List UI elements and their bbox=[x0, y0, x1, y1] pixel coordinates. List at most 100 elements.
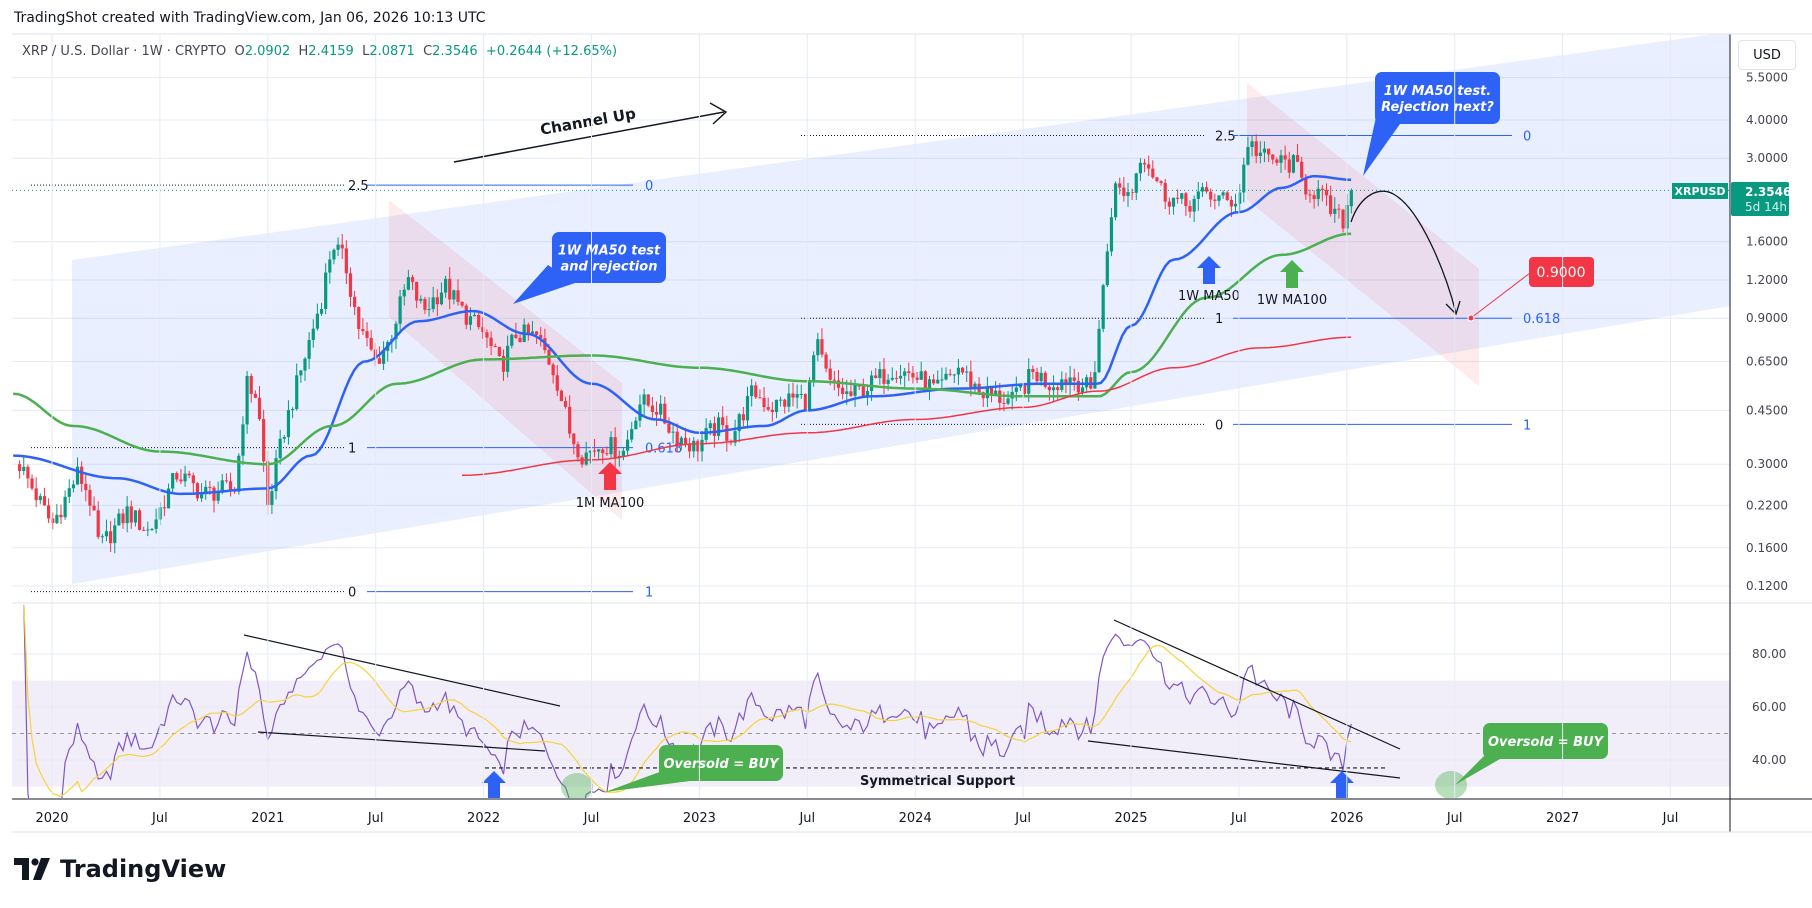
candle-body bbox=[42, 496, 47, 506]
candle-body bbox=[257, 397, 262, 420]
candle-body bbox=[551, 364, 555, 376]
candle-body bbox=[216, 492, 220, 501]
candle-body bbox=[295, 375, 299, 410]
mma100-support-label: 1M MA100 bbox=[576, 496, 645, 511]
candle-body bbox=[940, 379, 944, 381]
candle-body bbox=[415, 281, 419, 301]
candle-body bbox=[766, 407, 770, 410]
time-axis-label: 2027 bbox=[1546, 811, 1579, 826]
candle-body bbox=[576, 444, 580, 458]
ma50-support-label: 1W MA50 bbox=[1178, 289, 1240, 304]
candle-body bbox=[464, 305, 468, 325]
channel-up-arrow-head bbox=[709, 102, 728, 125]
projection-arrow-head bbox=[1445, 300, 1461, 316]
candle-body bbox=[828, 368, 832, 380]
symbol-name[interactable]: XRP / U.S. Dollar · 1W · CRYPTO bbox=[22, 44, 227, 59]
candle-body bbox=[1051, 387, 1056, 391]
candle-body bbox=[514, 334, 518, 338]
fib-left-label-right: 0 bbox=[645, 179, 653, 194]
tradingview-logo[interactable]: TradingView bbox=[14, 855, 226, 883]
candle-body bbox=[26, 466, 30, 479]
candle-body bbox=[369, 337, 373, 350]
price-axis-label: 4.0000 bbox=[1746, 113, 1788, 127]
candle-body bbox=[324, 272, 328, 310]
candle-body bbox=[1039, 372, 1043, 382]
candle-body bbox=[675, 431, 679, 445]
currency-button[interactable]: USD bbox=[1738, 40, 1796, 70]
candle-body bbox=[787, 393, 791, 407]
rsi-trendline bbox=[1087, 740, 1401, 779]
candle-body bbox=[754, 385, 758, 398]
candle-body bbox=[1254, 141, 1258, 157]
candle-body bbox=[770, 409, 774, 412]
candle-body bbox=[936, 379, 940, 384]
candle-body bbox=[1076, 380, 1080, 393]
rsi-buy-2022-up-arrow-icon bbox=[482, 771, 506, 798]
candle-body bbox=[572, 433, 576, 445]
candle-body bbox=[559, 390, 564, 402]
candle-body bbox=[448, 278, 452, 300]
candle-body bbox=[171, 473, 175, 489]
candle-body bbox=[952, 374, 956, 376]
candle-body bbox=[725, 425, 729, 441]
candle-body bbox=[1320, 188, 1324, 190]
candle-body bbox=[444, 278, 448, 293]
high-label: H bbox=[298, 44, 309, 59]
symbol-tag: XRPUSD bbox=[1675, 185, 1726, 198]
candle-body bbox=[812, 355, 816, 381]
candle-body bbox=[208, 486, 212, 488]
candle-body bbox=[245, 375, 249, 425]
candle-body bbox=[1126, 192, 1130, 196]
candle-body bbox=[456, 290, 460, 302]
candle-body bbox=[431, 297, 435, 310]
candle-body bbox=[406, 277, 410, 290]
candle-body bbox=[365, 331, 369, 338]
candle-body bbox=[315, 313, 319, 329]
price-axis-label: 0.4500 bbox=[1746, 403, 1788, 417]
candle-body bbox=[634, 420, 638, 430]
channel-up-area bbox=[72, 34, 1730, 584]
candle-body bbox=[1225, 192, 1229, 200]
candle-body bbox=[1151, 168, 1155, 178]
price-axis-label: 1.6000 bbox=[1746, 235, 1788, 249]
ma-line-1w-ma100 bbox=[13, 232, 1352, 466]
candle-body bbox=[919, 371, 923, 380]
candle-body bbox=[1312, 195, 1316, 200]
candle-body bbox=[915, 377, 919, 380]
candle-body bbox=[67, 488, 71, 497]
price-tag-countdown: 5d 14h bbox=[1745, 200, 1787, 214]
candle-body bbox=[625, 439, 630, 451]
candle-body bbox=[497, 346, 501, 356]
candle-body bbox=[493, 346, 497, 348]
callout-ma50-test-text: Rejection next? bbox=[1381, 100, 1494, 115]
ma-line-1m-ma100 bbox=[461, 336, 1352, 477]
candle-body bbox=[630, 429, 634, 440]
candle-body bbox=[468, 316, 473, 325]
candle-body bbox=[597, 449, 601, 452]
candle-body bbox=[104, 531, 109, 537]
candle-body bbox=[1349, 190, 1353, 207]
candle-body bbox=[907, 371, 911, 374]
candle-body bbox=[712, 423, 717, 436]
candle-body bbox=[745, 396, 750, 421]
candle-body bbox=[1047, 386, 1052, 391]
candle-body bbox=[1209, 191, 1213, 200]
candle-body bbox=[894, 377, 898, 379]
candle-body bbox=[646, 394, 650, 406]
candle-body bbox=[423, 298, 427, 310]
low-value: 2.0871 bbox=[369, 44, 415, 59]
candle-body bbox=[663, 403, 667, 424]
candle-body bbox=[46, 505, 51, 519]
price-axis-label: 0.1600 bbox=[1746, 541, 1788, 555]
candle-body bbox=[220, 480, 224, 493]
projection-arrow bbox=[1350, 190, 1457, 314]
candle-body bbox=[650, 405, 654, 413]
candle-body bbox=[563, 401, 568, 407]
candle-body bbox=[1113, 183, 1118, 218]
candle-body bbox=[965, 371, 969, 373]
candle-body bbox=[96, 510, 100, 537]
candle-body bbox=[886, 379, 890, 384]
candle-body bbox=[1204, 187, 1209, 192]
